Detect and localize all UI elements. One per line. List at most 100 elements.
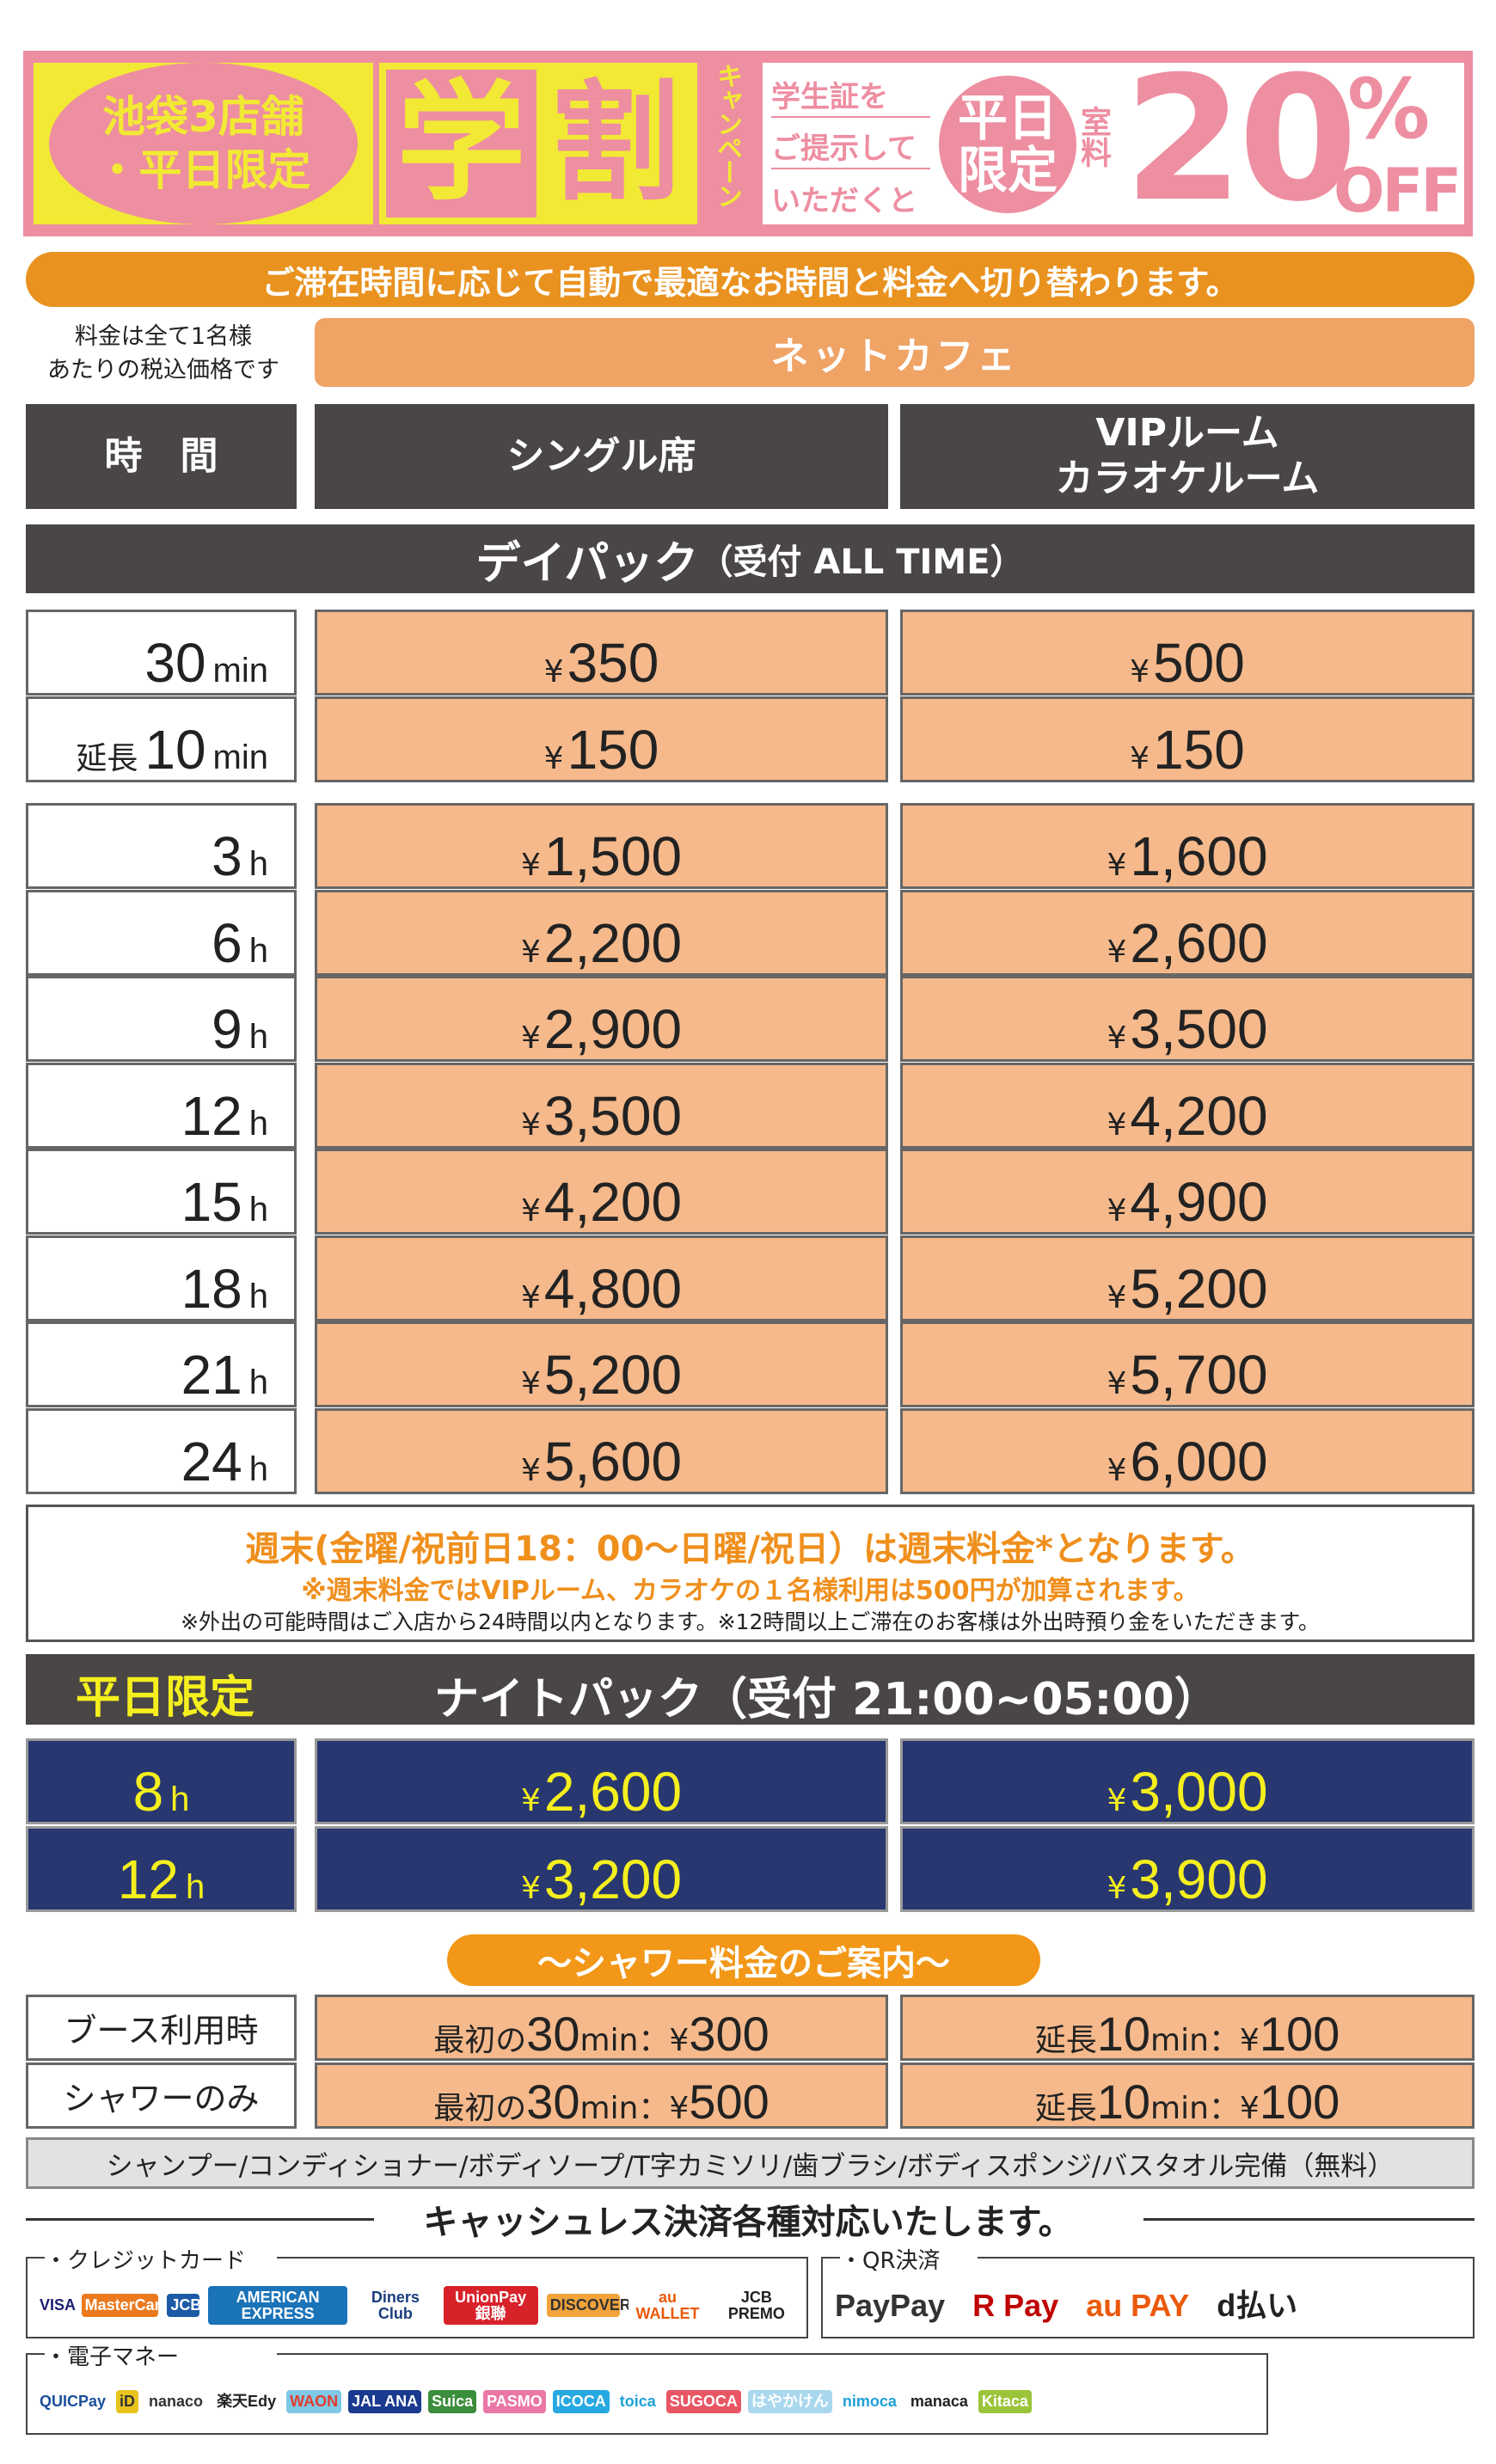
time-cell: 18 h — [26, 1235, 297, 1321]
time-prefix: 延長 — [76, 741, 138, 776]
vip-price-cell: ¥3,900 — [900, 1826, 1475, 1912]
student-discount-banner: 池袋3店舗 ・平日限定 学 割 キャンペーン 学生証を ご提示して いただくと … — [23, 51, 1473, 236]
header-time: 時 間 — [26, 404, 297, 509]
price-value: 5,200 — [543, 1344, 683, 1406]
gakuwari-box: 学 割 — [379, 63, 697, 224]
time-number: 24 — [181, 1430, 242, 1492]
credit-card-label: ・クレジットカード — [45, 2243, 254, 2275]
yen-sign: ¥ — [1107, 1021, 1127, 1056]
price-value: 5,200 — [1130, 1257, 1268, 1320]
single-price-cell: ¥350 — [315, 610, 888, 696]
yen-sign: ¥ — [1107, 1279, 1127, 1315]
yen-sign: ¥ — [1107, 1783, 1127, 1818]
time-unit: h — [248, 1104, 268, 1143]
price-value: 500 — [1153, 632, 1245, 694]
vip-price-cell: ¥150 — [900, 696, 1475, 782]
vip-price-cell: ¥2,600 — [900, 889, 1475, 976]
time-number: 10 — [144, 719, 206, 781]
kitaca-logo: Kitaca — [978, 2390, 1032, 2413]
shower-first-price: 最初の 30 min：¥ 300 — [315, 1995, 888, 2061]
time-number: 30 — [144, 632, 206, 694]
yen-sign: ¥ — [520, 1366, 541, 1401]
day-pack-title: デイパック — [475, 537, 699, 590]
price-value: 5,600 — [543, 1430, 683, 1492]
shower-unit: min：¥ — [579, 2091, 690, 2126]
single-price-cell: ¥1,500 — [315, 803, 888, 889]
shower-price: 100 — [1259, 2007, 1340, 2061]
nimoca-logo: nimoca — [838, 2390, 900, 2413]
au-wallet-logo: au WALLET — [628, 2285, 707, 2326]
yen-sign: ¥ — [520, 1871, 541, 1906]
discount-number: 20 — [1124, 40, 1358, 240]
single-price-cell: ¥4,200 — [315, 1149, 888, 1235]
shower-prefix: 延長 — [1034, 2023, 1097, 2058]
shower-unit: min：¥ — [1150, 2091, 1260, 2126]
vip-price-cell: ¥4,900 — [900, 1149, 1475, 1235]
header-karaoke-line: カラオケルーム — [1055, 457, 1320, 500]
room-fee-label: 室料 — [1076, 106, 1111, 168]
yen-sign: ¥ — [1107, 1106, 1127, 1143]
price-value: 3,200 — [543, 1848, 683, 1910]
waon-logo: WAON — [286, 2390, 342, 2413]
shower-price: 500 — [689, 2075, 769, 2129]
shower-row-label: ブース利用時 — [26, 1995, 297, 2061]
emoney-box: ・電子マネー QUICPay iD nanaco 楽天Edy WAON JAL ANA Su… — [26, 2339, 1268, 2435]
time-unit: min — [212, 652, 268, 690]
category-net-cafe: ネットカフェ — [315, 318, 1475, 387]
time-cell: 15 h — [26, 1149, 297, 1235]
yen-sign: ¥ — [520, 1021, 541, 1056]
off-label: OFF — [1334, 156, 1462, 226]
yen-sign: ¥ — [520, 1279, 541, 1315]
yen-sign: ¥ — [520, 1783, 541, 1818]
id-logo: iD — [116, 2390, 139, 2413]
price-value: 3,000 — [1130, 1761, 1268, 1823]
divider — [26, 2218, 374, 2221]
header-single: シングル席 — [315, 404, 888, 509]
shower-extension-price: 延長 10 min：¥ 100 — [900, 1995, 1475, 2061]
nanaco-logo: nanaco — [145, 2390, 207, 2413]
cashless-title: キャッシュレス決済各種対応いたします。 — [423, 2203, 1073, 2242]
time-unit: h — [248, 1277, 268, 1315]
vip-price-cell: ¥6,000 — [900, 1407, 1475, 1494]
mastercard-logo: MasterCard — [81, 2294, 170, 2317]
campaign-text: キャンペーン — [712, 63, 742, 207]
au-pay-logo: au PAY — [1082, 2285, 1193, 2326]
suica-logo: Suica — [428, 2390, 477, 2413]
auto-switch-notice: ご滞在時間に応じて自動で最適なお時間と料金へ切り替わります。 — [26, 252, 1475, 307]
vip-price-cell: ¥3,500 — [900, 976, 1475, 1062]
r-pay-logo: R Pay — [969, 2285, 1063, 2326]
time-cell: 30 min — [26, 610, 297, 696]
single-price-cell: ¥2,900 — [315, 976, 888, 1062]
single-price-cell: ¥2,600 — [315, 1738, 888, 1824]
shower-first-price: 最初の 30 min：¥ 500 — [315, 2063, 888, 2129]
notes-box: 週末(金曜/祝前日18：00〜日曜/祝日）は週末料金*となります。 ※週末料金で… — [26, 1505, 1475, 1642]
yen-sign: ¥ — [520, 1106, 541, 1143]
single-price-cell: ¥5,200 — [315, 1321, 888, 1407]
price-value: 3,500 — [543, 1084, 683, 1147]
diners-club-logo: Diners Club — [356, 2285, 435, 2326]
price-value: 4,900 — [1130, 1171, 1268, 1233]
price-value: 3,900 — [1130, 1848, 1268, 1910]
time-number: 9 — [212, 998, 242, 1060]
weekday-limited-label: 平日限定 — [76, 1672, 255, 1724]
shower-minutes: 10 — [1096, 2007, 1151, 2061]
toica-logo: toica — [616, 2390, 659, 2413]
shower-minutes: 30 — [526, 2007, 580, 2061]
single-price-cell: ¥5,600 — [315, 1407, 888, 1494]
yen-sign: ¥ — [543, 654, 564, 690]
emoney-logos: QUICPay iD nanaco 楽天Edy WAON JAL ANA Suica PASM… — [36, 2375, 1258, 2428]
vip-price-cell: ¥5,200 — [900, 1235, 1475, 1321]
amenities-bar: シャンプー/コンディショナー/ボディソープ/T字カミソリ/歯ブラシ/ボディスポン… — [26, 2137, 1475, 2189]
price-value: 6,000 — [1130, 1430, 1268, 1492]
single-price-cell: ¥4,800 — [315, 1235, 888, 1321]
time-number: 21 — [181, 1344, 242, 1406]
single-price-cell: ¥150 — [315, 696, 888, 782]
store-bracket: 池袋3店舗 ・平日限定 — [34, 63, 373, 224]
single-price-cell: ¥2,200 — [315, 889, 888, 976]
price-value: 2,600 — [543, 1761, 683, 1823]
outing-note: ※外出の可能時間はご入店から24時間以内となります。※12時間以上ご滞在のお客様… — [181, 1609, 1320, 1634]
jcb-logo: JCB — [167, 2294, 201, 2317]
edy-logo: 楽天Edy — [213, 2390, 280, 2413]
price-value: 2,600 — [1130, 911, 1268, 974]
